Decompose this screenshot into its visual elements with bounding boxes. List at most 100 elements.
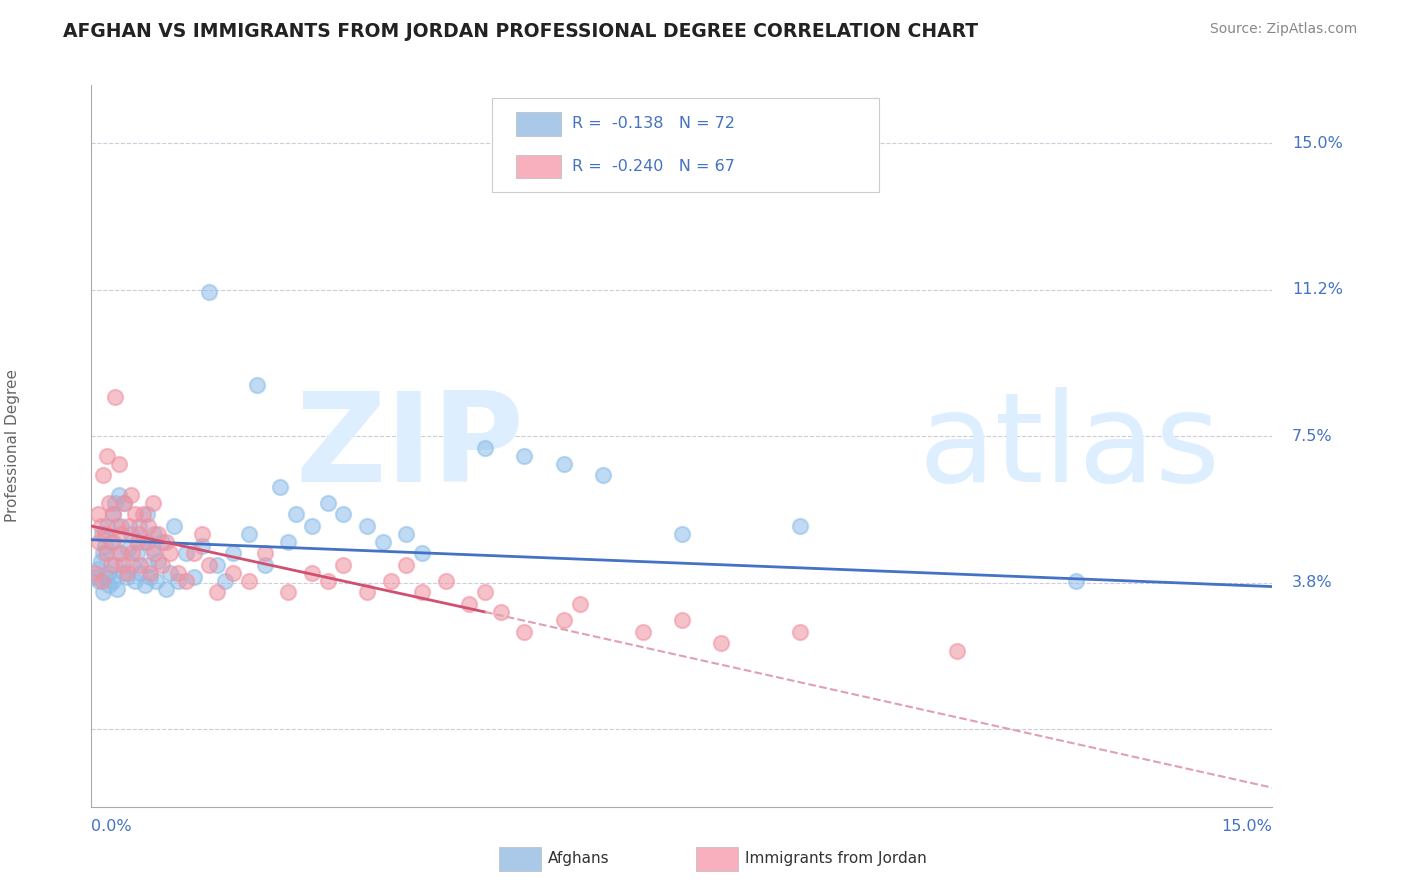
Point	[118, 519, 141, 533]
Point	[222, 566, 245, 580]
Point	[411, 585, 433, 599]
Point	[316, 495, 339, 509]
Point	[190, 527, 212, 541]
Point	[110, 546, 132, 560]
Text: 15.0%: 15.0%	[1222, 819, 1272, 834]
Point	[458, 597, 481, 611]
Point	[238, 527, 260, 541]
Point	[89, 534, 111, 549]
Point	[86, 562, 108, 576]
Point	[356, 585, 378, 599]
Text: atlas: atlas	[918, 387, 1220, 508]
Text: Immigrants from Jordan: Immigrants from Jordan	[745, 852, 927, 866]
Point	[395, 558, 418, 573]
Point	[90, 574, 112, 588]
Point	[101, 508, 124, 522]
Text: 3.8%: 3.8%	[1292, 575, 1333, 591]
Point	[101, 508, 124, 522]
Point	[86, 508, 108, 522]
Point	[128, 519, 150, 533]
Point	[568, 597, 591, 611]
Point	[167, 574, 190, 588]
Point	[190, 539, 212, 553]
Point	[110, 519, 132, 533]
Point	[301, 566, 323, 580]
Point	[125, 534, 148, 549]
Point	[139, 566, 162, 580]
Point	[183, 546, 205, 560]
Point	[89, 574, 111, 588]
Point	[183, 570, 205, 584]
Point	[238, 574, 260, 588]
Text: Professional Degree: Professional Degree	[6, 369, 20, 523]
Point	[125, 546, 148, 560]
Point	[207, 585, 229, 599]
Point	[143, 527, 166, 541]
Point	[148, 554, 170, 568]
Point	[143, 546, 166, 560]
Point	[94, 527, 117, 541]
Point	[114, 495, 136, 509]
Point	[159, 546, 181, 560]
Text: 7.5%: 7.5%	[1292, 429, 1333, 443]
Point	[115, 570, 138, 584]
Point	[91, 546, 114, 560]
Point	[155, 582, 177, 596]
Point	[111, 566, 134, 580]
Point	[142, 542, 165, 557]
Point	[207, 558, 229, 573]
Point	[103, 534, 125, 549]
Text: AFGHAN VS IMMIGRANTS FROM JORDAN PROFESSIONAL DEGREE CORRELATION CHART: AFGHAN VS IMMIGRANTS FROM JORDAN PROFESS…	[63, 22, 979, 41]
Point	[155, 534, 177, 549]
Point	[592, 468, 614, 483]
Point	[789, 519, 811, 533]
Text: Afghans: Afghans	[548, 852, 610, 866]
Point	[332, 508, 354, 522]
Point	[91, 585, 114, 599]
Point	[129, 566, 152, 580]
Point	[163, 519, 186, 533]
Point	[434, 574, 457, 588]
Point	[710, 636, 733, 650]
Point	[269, 480, 291, 494]
Point	[671, 613, 693, 627]
Point	[671, 527, 693, 541]
Point	[90, 527, 112, 541]
Point	[120, 527, 142, 541]
Point	[222, 546, 245, 560]
Point	[174, 574, 197, 588]
Point	[474, 585, 496, 599]
Point	[104, 495, 127, 509]
Point	[167, 566, 190, 580]
Point	[301, 519, 323, 533]
Point	[148, 527, 170, 541]
Point	[136, 519, 159, 533]
Point	[94, 570, 117, 584]
Point	[124, 508, 146, 522]
Point	[84, 570, 107, 584]
Point	[489, 605, 512, 619]
Point	[277, 585, 299, 599]
Point	[145, 574, 167, 588]
Point	[553, 457, 575, 471]
Point	[120, 488, 142, 502]
Point	[114, 495, 136, 509]
Point	[136, 558, 159, 573]
Text: 11.2%: 11.2%	[1292, 282, 1343, 297]
Point	[104, 390, 127, 404]
Point	[117, 542, 139, 557]
Point	[150, 558, 173, 573]
Point	[513, 449, 536, 463]
Point	[371, 534, 394, 549]
Point	[128, 527, 150, 541]
Point	[90, 554, 112, 568]
Point	[139, 570, 162, 584]
Point	[135, 508, 157, 522]
Point	[174, 546, 197, 560]
Point	[474, 441, 496, 455]
Point	[411, 546, 433, 560]
Point	[150, 534, 173, 549]
Point	[104, 558, 127, 573]
Point	[115, 566, 138, 580]
Point	[124, 574, 146, 588]
